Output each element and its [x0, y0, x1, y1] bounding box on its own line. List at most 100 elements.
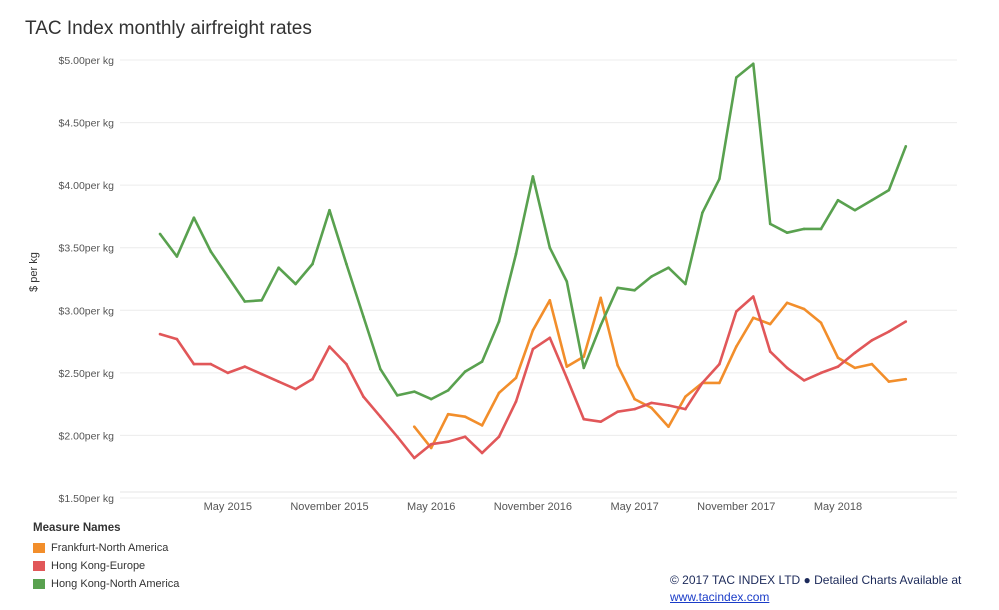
data-point[interactable] [819, 371, 823, 375]
data-point[interactable] [735, 345, 738, 348]
data-point[interactable] [429, 446, 433, 450]
data-point[interactable] [565, 376, 569, 380]
data-point[interactable] [412, 390, 416, 393]
data-point[interactable] [209, 362, 213, 366]
data-point[interactable] [463, 435, 467, 438]
data-point[interactable] [887, 380, 891, 383]
data-point[interactable] [158, 332, 162, 336]
data-point[interactable] [497, 391, 501, 395]
legend-item-frankfurt-north-america[interactable]: Frankfurt-North America [33, 539, 179, 557]
data-point[interactable] [667, 425, 670, 428]
data-point[interactable] [785, 366, 789, 370]
data-point[interactable] [633, 288, 636, 292]
data-point[interactable] [887, 330, 891, 333]
data-point[interactable] [701, 381, 704, 385]
data-point[interactable] [616, 364, 619, 367]
data-point[interactable] [463, 370, 467, 373]
data-point[interactable] [277, 380, 280, 383]
data-point[interactable] [667, 266, 670, 270]
data-point[interactable] [226, 275, 230, 278]
data-point[interactable] [853, 208, 857, 212]
data-point[interactable] [802, 307, 806, 311]
data-point[interactable] [616, 286, 619, 290]
data-point[interactable] [633, 407, 636, 411]
data-point[interactable] [582, 366, 586, 370]
data-point[interactable] [463, 415, 467, 418]
data-point[interactable] [718, 381, 721, 385]
legend-item-hong-kong-north-america[interactable]: Hong Kong-North America [33, 575, 179, 593]
data-point[interactable] [718, 362, 721, 366]
data-point[interactable] [565, 280, 569, 283]
data-point[interactable] [853, 366, 857, 370]
data-point[interactable] [870, 362, 874, 366]
data-point[interactable] [497, 435, 501, 438]
data-point[interactable] [429, 397, 433, 401]
data-point[interactable] [531, 329, 535, 332]
data-point[interactable] [429, 442, 433, 446]
data-point[interactable] [768, 222, 772, 226]
series-line-frankfurt-north-america[interactable] [413, 296, 906, 450]
data-point[interactable] [446, 412, 450, 416]
data-point[interactable] [802, 227, 806, 231]
data-point[interactable] [480, 451, 484, 455]
data-point[interactable] [751, 62, 755, 66]
data-point[interactable] [480, 424, 484, 427]
data-point[interactable] [175, 255, 179, 258]
data-point[interactable] [904, 320, 908, 323]
data-point[interactable] [548, 246, 552, 250]
data-point[interactable] [328, 345, 331, 348]
data-point[interactable] [514, 400, 518, 403]
data-point[interactable] [684, 395, 687, 398]
data-point[interactable] [192, 216, 196, 219]
data-point[interactable] [565, 365, 569, 368]
data-point[interactable] [243, 300, 247, 303]
data-point[interactable] [819, 227, 823, 231]
data-point[interactable] [446, 440, 450, 443]
data-point[interactable] [379, 367, 382, 371]
data-point[interactable] [735, 310, 738, 313]
footer-link[interactable]: www.tacindex.com [670, 590, 770, 604]
data-point[interactable] [362, 315, 365, 318]
data-point[interactable] [650, 401, 653, 405]
data-point[interactable] [785, 301, 789, 305]
data-point[interactable] [396, 435, 399, 438]
data-point[interactable] [599, 296, 602, 300]
data-point[interactable] [497, 320, 501, 323]
data-point[interactable] [599, 420, 602, 423]
data-point[interactable] [684, 407, 687, 411]
data-point[interactable] [870, 198, 874, 202]
data-point[interactable] [209, 250, 213, 253]
data-point[interactable] [718, 177, 721, 181]
data-point[interactable] [599, 324, 602, 327]
data-point[interactable] [819, 321, 823, 325]
data-point[interactable] [904, 377, 908, 381]
data-point[interactable] [260, 298, 264, 302]
data-point[interactable] [650, 406, 653, 410]
data-point[interactable] [548, 298, 552, 302]
data-point[interactable] [582, 355, 586, 358]
series-line-hong-kong-europe[interactable] [159, 295, 907, 460]
data-point[interactable] [701, 211, 704, 214]
data-point[interactable] [633, 397, 636, 401]
data-point[interactable] [751, 316, 755, 320]
legend-item-hong-kong-europe[interactable]: Hong Kong-Europe [33, 557, 179, 575]
data-point[interactable] [311, 377, 314, 381]
data-point[interactable] [158, 232, 162, 236]
data-point[interactable] [768, 322, 772, 326]
data-point[interactable] [582, 417, 586, 421]
data-point[interactable] [446, 389, 450, 392]
data-point[interactable] [345, 362, 348, 366]
data-point[interactable] [277, 266, 280, 270]
data-point[interactable] [531, 175, 535, 178]
data-point[interactable] [175, 337, 179, 341]
data-point[interactable] [311, 262, 314, 266]
data-point[interactable] [768, 350, 772, 353]
data-point[interactable] [785, 231, 789, 234]
data-point[interactable] [836, 198, 840, 202]
data-point[interactable] [243, 365, 247, 368]
data-point[interactable] [650, 275, 653, 278]
data-point[interactable] [514, 252, 518, 256]
data-point[interactable] [480, 360, 484, 363]
data-point[interactable] [836, 356, 840, 360]
data-point[interactable] [345, 262, 348, 266]
